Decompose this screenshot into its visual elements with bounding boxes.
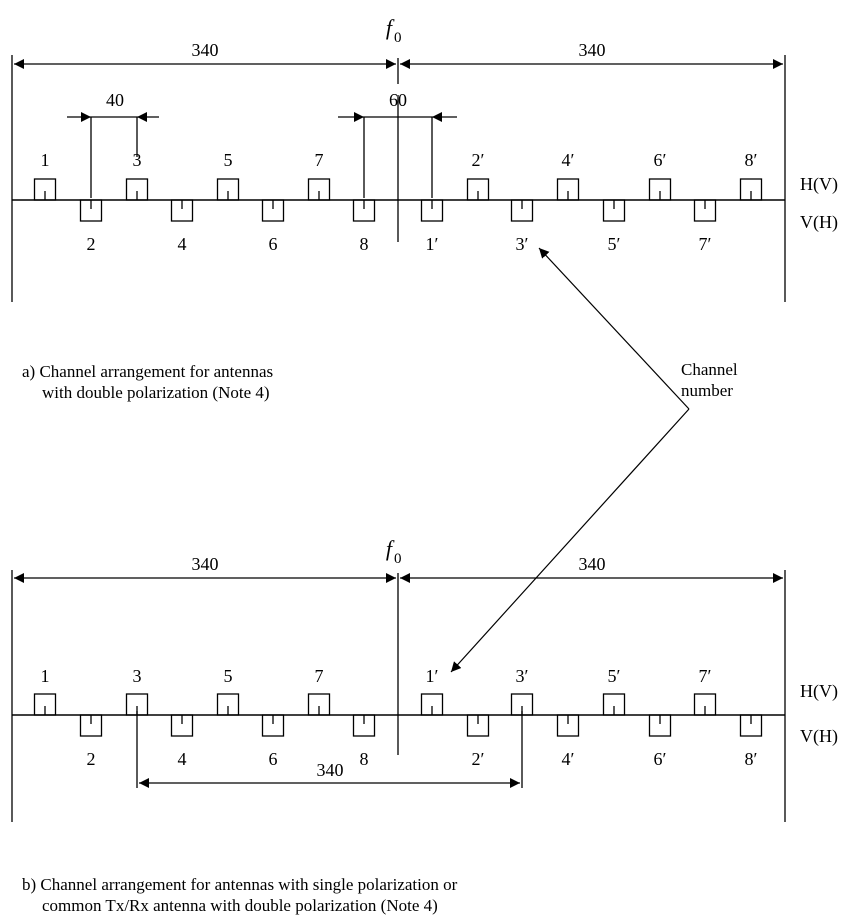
a-lower-channel-labels: 2 4 6 8 1′ 3′ 5′ 7′ <box>87 234 712 254</box>
a-f0-subscript: 0 <box>394 30 402 46</box>
a-upper-channel-label: 6′ <box>654 150 667 170</box>
a-center-gap-label: 60 <box>389 90 407 110</box>
a-lower-channel-label: 1′ <box>426 234 439 254</box>
a-upper-channel-label: 8′ <box>745 150 758 170</box>
a-lower-channel-label: 7′ <box>699 234 712 254</box>
caption-a-line1: a) Channel arrangement for antennas <box>22 362 274 381</box>
b-lower-channel-label: 6′ <box>654 749 667 769</box>
b-lower-channel-label: 2′ <box>472 749 485 769</box>
callout-arrow-down <box>450 408 690 673</box>
a-upper-channel-label: 1 <box>41 150 50 170</box>
a-upper-channels <box>33 178 763 201</box>
a-lower-channel-label: 2 <box>87 234 96 254</box>
b-span-right-label: 340 <box>579 554 606 574</box>
a-upper-channel-label: 7 <box>315 150 324 170</box>
a-upper-channel-label: 2′ <box>472 150 485 170</box>
b-pol-lower-label: V(H) <box>800 726 838 747</box>
caption-b-line1: b) Channel arrangement for antennas with… <box>22 875 458 894</box>
channel-number-callout <box>450 247 690 673</box>
b-duplex-label: 340 <box>317 760 344 780</box>
b-upper-channel-label: 1′ <box>426 666 439 686</box>
b-lower-channel-label: 4 <box>178 749 187 769</box>
a-lower-channels <box>79 199 717 222</box>
b-f0-subscript: 0 <box>394 551 402 567</box>
b-upper-channel-label: 7 <box>315 666 324 686</box>
b-lower-channel-labels: 2 4 6 8 2′ 4′ 6′ 8′ <box>87 749 758 769</box>
a-spacing-label: 40 <box>106 90 124 110</box>
b-lower-channel-label: 8 <box>360 749 369 769</box>
a-lower-channel-label: 3′ <box>516 234 529 254</box>
a-f0-label: f <box>386 15 395 40</box>
b-lower-channels <box>79 714 763 737</box>
b-span-left-label: 340 <box>192 554 219 574</box>
caption-b-line2: common Tx/Rx antenna with double polariz… <box>42 896 438 915</box>
b-pol-upper-label: H(V) <box>800 681 838 702</box>
b-upper-channel-label: 5′ <box>608 666 621 686</box>
b-upper-channels <box>33 693 717 716</box>
callout-arrow-up <box>538 247 690 410</box>
a-pol-upper-label: H(V) <box>800 174 838 195</box>
a-upper-channel-labels: 1 3 5 7 2′ 4′ 6′ 8′ <box>41 150 758 170</box>
a-lower-channel-label: 8 <box>360 234 369 254</box>
a-upper-channel-label: 4′ <box>562 150 575 170</box>
a-span-right-label: 340 <box>579 40 606 60</box>
callout-line2: number <box>681 381 733 400</box>
diagram-a-labels: f 0 340 340 40 60 H(V) V(H) 1 3 5 7 2′ 4′ 6′ 8′… <box>41 15 839 254</box>
a-upper-channel-label: 5 <box>224 150 233 170</box>
a-lower-channel-label: 6 <box>269 234 278 254</box>
a-span-left-label: 340 <box>192 40 219 60</box>
b-f0-label: f <box>386 536 395 561</box>
b-upper-channel-labels: 1 3 5 7 1′ 3′ 5′ 7′ <box>41 666 712 686</box>
b-lower-channel-label: 6 <box>269 749 278 769</box>
caption-a-line2: with double polarization (Note 4) <box>42 383 270 402</box>
diagram-a <box>11 55 786 302</box>
b-upper-channel-label: 7′ <box>699 666 712 686</box>
b-upper-channel-label: 3′ <box>516 666 529 686</box>
a-upper-channel-label: 3 <box>133 150 142 170</box>
diagram-b-labels: f 0 340 340 340 H(V) V(H) 1 3 5 7 1′ 3′ 5′ 7′ 2… <box>41 536 839 780</box>
b-lower-channel-label: 8′ <box>745 749 758 769</box>
b-upper-channel-label: 1 <box>41 666 50 686</box>
a-lower-channel-label: 4 <box>178 234 187 254</box>
b-upper-channel-label: 5 <box>224 666 233 686</box>
a-pol-lower-label: V(H) <box>800 212 838 233</box>
callout-line1: Channel <box>681 360 738 379</box>
a-lower-channel-label: 5′ <box>608 234 621 254</box>
b-lower-channel-label: 2 <box>87 749 96 769</box>
b-lower-channel-label: 4′ <box>562 749 575 769</box>
diagram-b <box>11 570 786 822</box>
b-upper-channel-label: 3 <box>133 666 142 686</box>
